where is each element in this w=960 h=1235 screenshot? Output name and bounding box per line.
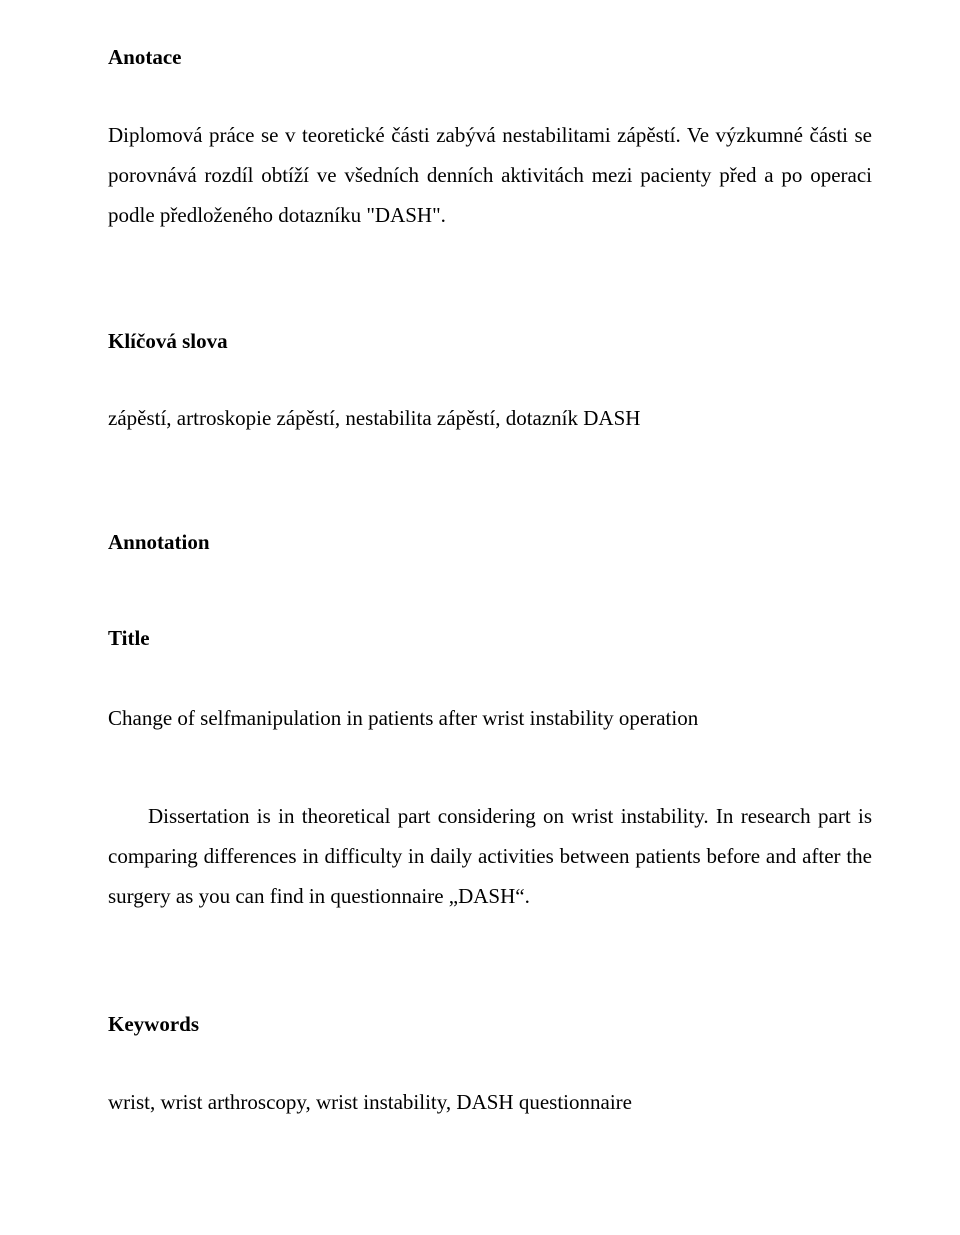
heading-annotation: Annotation — [108, 523, 872, 563]
paragraph-anotace: Diplomová práce se v teoretické části za… — [108, 116, 872, 236]
heading-keywords: Keywords — [108, 1005, 872, 1045]
paragraph-annotation: Dissertation is in theoretical part cons… — [108, 797, 872, 917]
paragraph-keywords: wrist, wrist arthroscopy, wrist instabil… — [108, 1083, 872, 1123]
page: Anotace Diplomová práce se v teoretické … — [0, 0, 960, 1235]
heading-klicova-slova: Klíčová slova — [108, 322, 872, 362]
paragraph-title: Change of selfmanipulation in patients a… — [108, 699, 872, 739]
heading-anotace: Anotace — [108, 38, 872, 78]
paragraph-klicova-slova: zápěstí, artroskopie zápěstí, nestabilit… — [108, 399, 872, 439]
heading-title: Title — [108, 619, 872, 659]
